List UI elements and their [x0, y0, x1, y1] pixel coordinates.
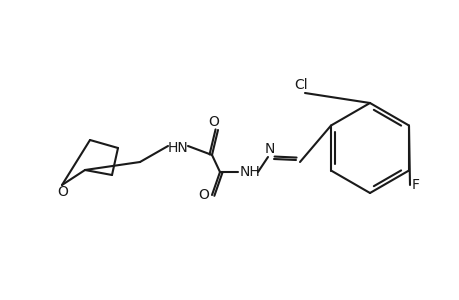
Text: NH: NH: [239, 165, 260, 179]
Text: HN: HN: [167, 141, 188, 155]
Text: N: N: [264, 142, 274, 156]
Text: O: O: [57, 185, 68, 199]
Text: Cl: Cl: [294, 78, 307, 92]
Text: F: F: [411, 178, 419, 192]
Text: O: O: [208, 115, 219, 129]
Text: O: O: [198, 188, 209, 202]
